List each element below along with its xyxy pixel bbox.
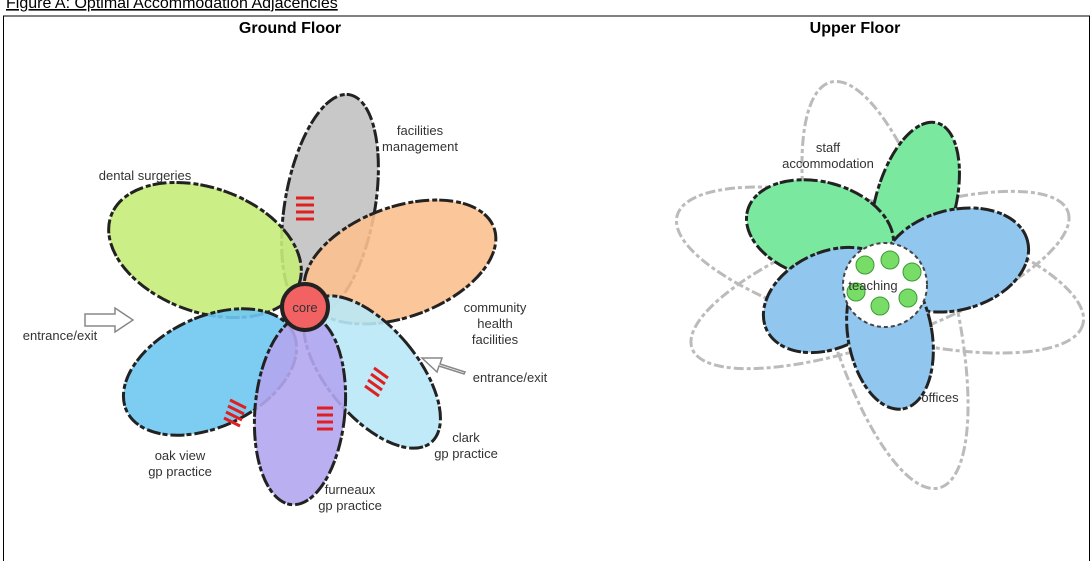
label: entrance/exit: [473, 370, 548, 385]
label: oak view: [155, 448, 206, 463]
label: facilities: [472, 332, 519, 347]
label: teaching: [848, 278, 897, 293]
label: dental surgeries: [99, 168, 192, 183]
panel-heading: Upper Floor: [810, 20, 901, 37]
label: entrance/exit: [23, 328, 98, 343]
label: facilities: [397, 123, 444, 138]
diagram: Figure A: Optimal Accommodation Adjacenc…: [0, 0, 1092, 561]
label: staff: [816, 140, 841, 155]
label: community: [464, 300, 527, 315]
label: clark: [452, 430, 480, 445]
figure-title: Figure A: Optimal Accommodation Adjacenc…: [6, 0, 338, 12]
label: gp practice: [318, 498, 382, 513]
label: management: [382, 139, 458, 154]
label: gp practice: [434, 446, 498, 461]
label: accommodation: [782, 156, 874, 171]
label: offices: [921, 390, 959, 405]
label: core: [292, 300, 317, 315]
label: gp practice: [148, 464, 212, 479]
page: Figure A: Optimal Accommodation Adjacenc…: [0, 0, 1092, 561]
label: health: [477, 316, 512, 331]
panel-heading: Ground Floor: [239, 20, 341, 37]
label: furneaux: [325, 482, 376, 497]
